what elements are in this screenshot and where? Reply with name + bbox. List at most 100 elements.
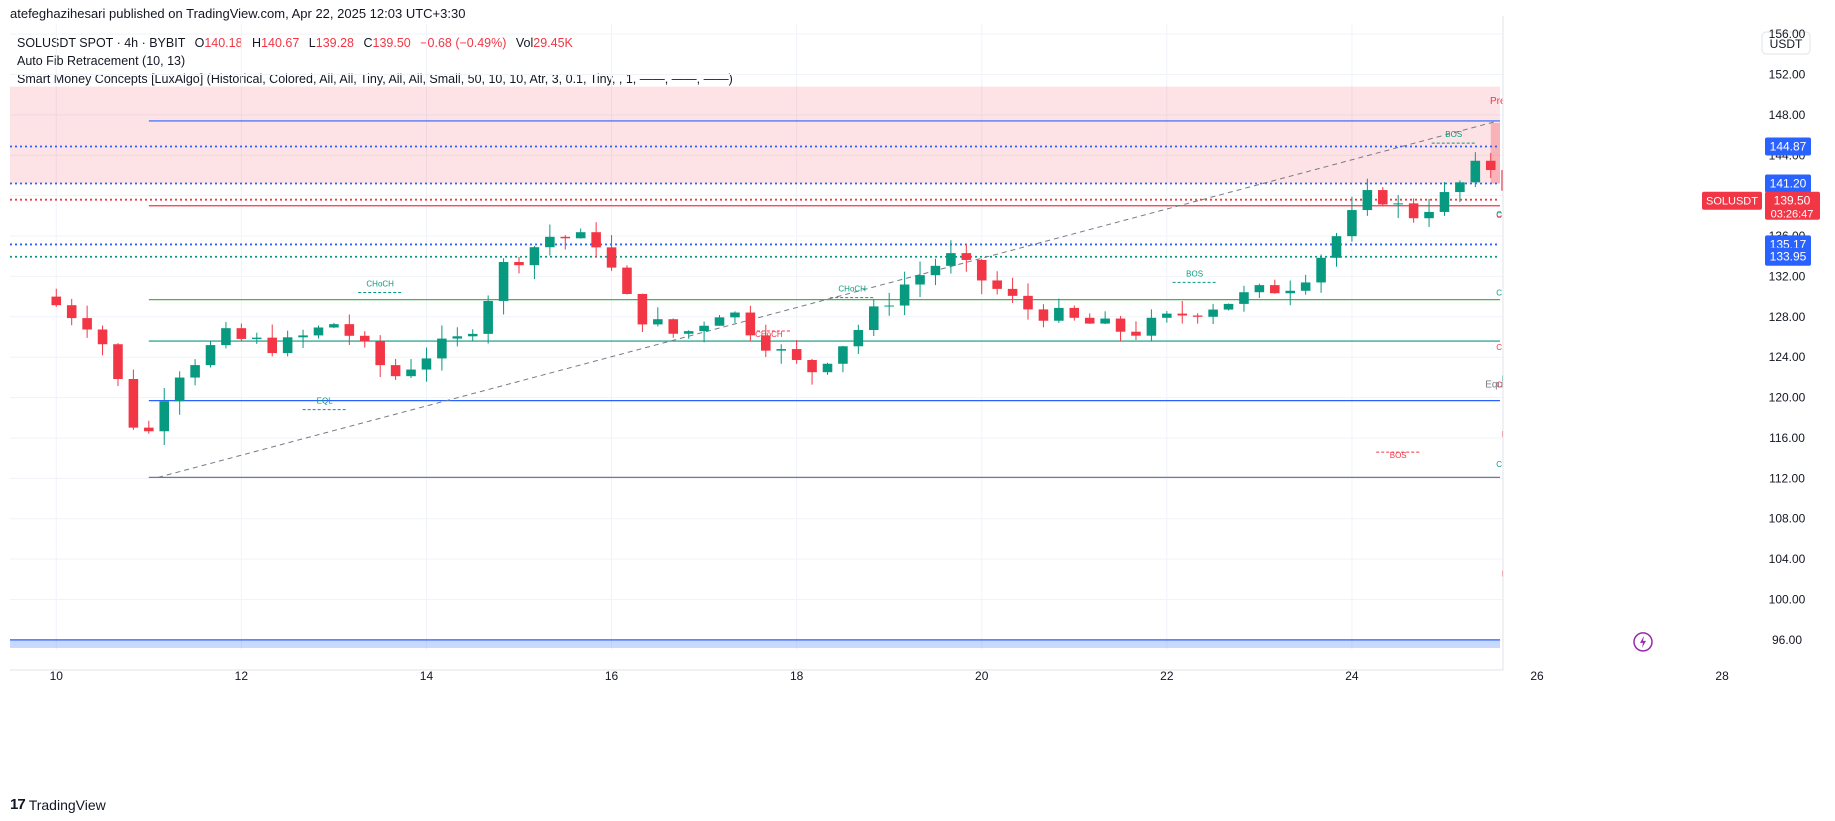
candle — [313, 325, 324, 339]
candle — [452, 327, 463, 347]
candle-body — [776, 349, 787, 351]
candle — [560, 235, 571, 250]
candle — [421, 347, 432, 382]
candle-body — [992, 280, 1002, 289]
y-tick-label: 100.00 — [1769, 593, 1806, 607]
candle-body — [51, 296, 62, 306]
candle-body — [1347, 210, 1357, 237]
symbol-legend-row[interactable]: SOLUSDT SPOT · 4h · BYBIT O140.18 H140.6… — [17, 34, 733, 52]
candle — [1377, 187, 1388, 207]
candle-body — [791, 349, 802, 360]
candle-body — [1162, 313, 1172, 318]
indicator-auto-fib[interactable]: Auto Fib Retracement (10, 13) — [17, 54, 186, 68]
candle-body — [1439, 192, 1450, 212]
candle — [113, 343, 123, 387]
annotation-eql: EQL — [317, 397, 334, 406]
candle-body — [899, 284, 910, 306]
candle-body — [205, 345, 216, 366]
indicator-smart-money-concepts[interactable]: Smart Money Concepts [LuxAlgo] (Historic… — [17, 72, 733, 86]
candle — [776, 344, 787, 364]
candle — [1347, 196, 1357, 242]
bar-countdown-label: 03:26:47 — [1771, 209, 1814, 221]
level-lines — [10, 120, 1500, 641]
candle — [1192, 313, 1203, 324]
level-price-label: 133.95 — [1770, 250, 1807, 264]
candle-body — [637, 293, 648, 325]
y-tick-label: 120.00 — [1769, 391, 1806, 405]
candle — [467, 329, 478, 342]
candle-body — [1424, 211, 1434, 219]
candle-body — [498, 262, 509, 301]
change-value: −0.68 (−0.49%) — [420, 36, 507, 50]
candle-body — [1485, 160, 1496, 171]
y-tick-label: 156.00 — [1769, 27, 1806, 41]
y-tick-label: 124.00 — [1769, 350, 1806, 364]
candle — [344, 314, 355, 345]
axes[interactable]: USDT 96.00 100.00 104.00 108.00 112.00 116.00 1… — [10, 0, 1835, 821]
x-tick-label: 20 — [975, 669, 989, 683]
symbol-price-tag-box — [1702, 191, 1762, 210]
candle-body — [174, 377, 185, 402]
candle — [899, 271, 910, 316]
candle — [807, 358, 817, 385]
tradingview-footer[interactable]: 17 TradingView — [10, 796, 106, 813]
x-tick-label: 14 — [420, 669, 434, 683]
candle — [915, 261, 925, 298]
candle — [946, 240, 956, 274]
currency-selector-button[interactable] — [1761, 31, 1811, 55]
candle — [174, 371, 185, 415]
volume-label: Vol — [515, 36, 534, 50]
candle — [252, 332, 262, 344]
candle — [406, 359, 416, 379]
candle — [1485, 152, 1496, 179]
candle-body — [560, 236, 571, 239]
candle-body — [1131, 331, 1141, 336]
candle — [1455, 180, 1465, 203]
candle — [1239, 285, 1249, 312]
candle — [992, 271, 1002, 295]
candle-body — [1377, 190, 1388, 205]
x-tick-label: 18 — [790, 669, 804, 683]
candle — [853, 324, 864, 354]
published-by-line: atefeghazihesari published on TradingVie… — [10, 6, 466, 21]
candle-body — [683, 331, 694, 334]
candle-body — [853, 330, 864, 347]
candle-body — [622, 267, 632, 294]
candle — [144, 420, 154, 434]
candle-body — [1408, 203, 1419, 219]
candle — [761, 324, 771, 358]
candle — [822, 362, 833, 375]
candle-body — [1285, 290, 1296, 294]
candle — [745, 305, 756, 342]
candle-body — [868, 306, 879, 331]
candle — [1038, 304, 1049, 328]
candle-body — [452, 336, 463, 339]
candle-body — [545, 236, 555, 248]
candle — [1424, 198, 1434, 227]
close-value: 139.50 — [372, 36, 411, 50]
level-price-label-box — [1765, 247, 1811, 266]
symbol-line: SOLUSDT SPOT · 4h · BYBIT — [17, 36, 186, 50]
candle-body — [1393, 203, 1403, 205]
candle-body — [730, 312, 740, 318]
candle-body — [406, 369, 416, 377]
candle-body — [390, 365, 401, 377]
currency-label: USDT — [1770, 37, 1803, 51]
candle-body — [1177, 313, 1188, 316]
candle — [159, 387, 170, 445]
candle — [329, 322, 339, 329]
candle-body — [606, 247, 617, 268]
candle — [714, 315, 725, 326]
candle-body — [946, 253, 956, 266]
candle — [606, 235, 617, 271]
candle-body — [159, 401, 170, 432]
close-label: C — [363, 36, 373, 50]
candle — [961, 244, 972, 272]
candle — [1439, 182, 1450, 216]
candle — [730, 311, 740, 324]
candle — [359, 331, 370, 348]
candle — [437, 325, 447, 371]
symbol-price-tag: SOLUSDT — [1706, 196, 1758, 208]
candle-body — [1300, 282, 1311, 291]
